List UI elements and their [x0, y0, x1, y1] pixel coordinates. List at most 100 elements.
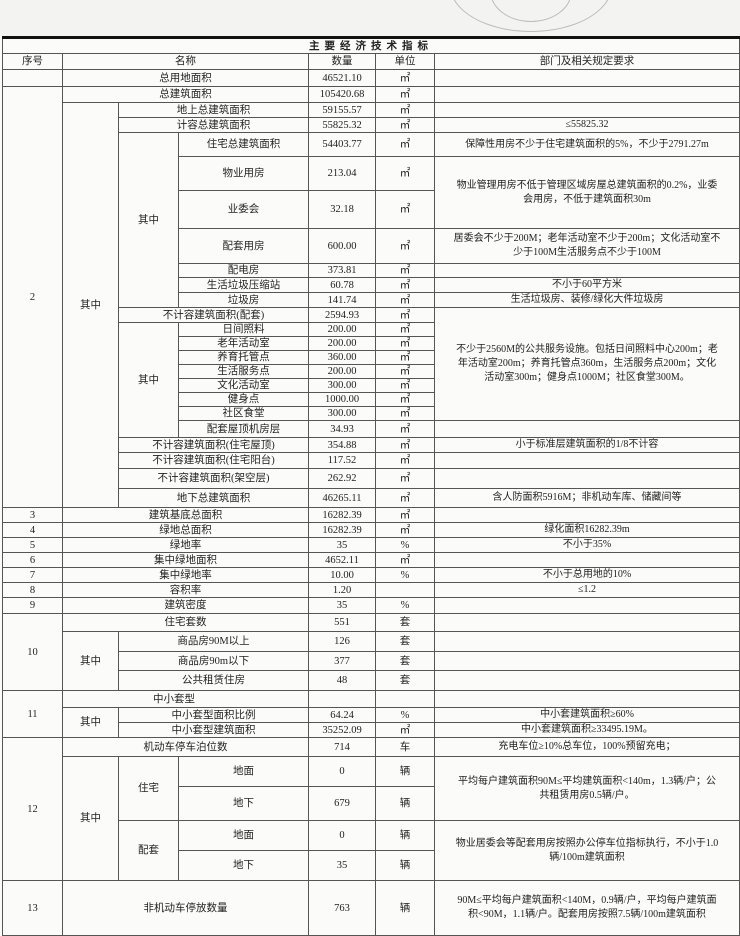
- name-cell: 文化活动室: [178, 378, 309, 393]
- header-qty: 数量: [308, 53, 376, 70]
- name-cell: 地下: [178, 786, 309, 821]
- name-cell: 建筑基底总面积: [62, 507, 309, 523]
- req-cell: [434, 552, 740, 568]
- name-cell: 公共租赁住房: [118, 670, 309, 691]
- seq-cell: 6: [2, 552, 63, 568]
- header-req: 部门及相关规定要求: [434, 53, 740, 70]
- name-cell: 集中绿地面积: [62, 552, 309, 568]
- name-cell: 住宅套数: [62, 613, 309, 632]
- seq-cell: 2: [2, 86, 63, 508]
- qty-cell: 46265.11: [308, 488, 376, 508]
- name-cell: 垃圾房: [178, 292, 309, 308]
- qty-cell: 35252.09: [308, 722, 376, 738]
- qty-cell: 0: [308, 820, 376, 851]
- name-cell: 养育托管点: [178, 350, 309, 365]
- unit-cell: ㎡: [375, 117, 435, 133]
- name-cell: 商品房90m以下: [118, 651, 309, 671]
- name-cell: 绿地总面积: [62, 522, 309, 538]
- group-label: 其中: [118, 132, 179, 308]
- table-row: 7 集中绿地率 10.00 % 不小于总用地的10%: [2, 567, 740, 583]
- table-row: 不计容建筑面积(住宅阳台) 117.52 ㎡: [3, 452, 740, 469]
- qty-cell: 200.00: [308, 322, 376, 337]
- name-cell: 生活服务点: [178, 364, 309, 379]
- table-row: 10 住宅套数 551 套: [2, 613, 740, 691]
- unit-cell: ㎡: [375, 437, 435, 453]
- req-cell: 不小于60平方米: [434, 277, 740, 293]
- req-cell: 含人防面积5916M；非机动车库、储藏间等: [434, 488, 740, 508]
- unit-cell: ㎡: [375, 228, 435, 264]
- table-row: 配套 地面 0 辆 物业居委会等配套用房按照办公停车位指标执行，不小于1.0辆/…: [3, 820, 740, 881]
- name-cell: 地下: [178, 850, 309, 881]
- req-cell: 保障性用房不少于住宅建筑面积的5%，不少于2791.27m: [434, 132, 740, 157]
- req-cell: 90M≤平均每户建筑面积<140M，0.9辆/户，平均每户建筑面积<90M，1.…: [434, 880, 740, 936]
- qty-cell: 35: [308, 850, 376, 881]
- unit-cell: ㎡: [375, 263, 435, 278]
- name-cell: 绿地率: [62, 537, 309, 553]
- req-cell: 居委会不少于200M；老年活动室不少于200m；文化活动室不少于100M生活服务…: [434, 228, 740, 264]
- unit-cell: ㎡: [375, 468, 435, 489]
- table-row: 总用地面积 46521.10 ㎡: [2, 69, 740, 87]
- name-cell: 不计容建筑面积(住宅阳台): [118, 452, 309, 469]
- group-label: 其中: [62, 631, 119, 691]
- name-cell: 中小套型面积比例: [118, 707, 309, 723]
- table-row: 老年活动室 200.00 ㎡: [3, 336, 740, 351]
- req-cell: 中小套建筑面积≥60%: [434, 707, 740, 723]
- qty-cell: 16282.39: [308, 507, 376, 523]
- unit-cell: ㎡: [375, 307, 435, 323]
- header-seq: 序号: [2, 53, 63, 70]
- table-row: 社区食堂 300.00 ㎡: [3, 406, 740, 421]
- qty-cell: 200.00: [308, 364, 376, 379]
- qty-cell: 377: [308, 651, 376, 671]
- name-cell: 商品房90M以上: [118, 631, 309, 652]
- name-cell: 机动车停车泊位数: [62, 737, 309, 757]
- unit-cell: ㎡: [375, 522, 435, 538]
- unit-cell: ㎡: [375, 507, 435, 523]
- unit-cell: ㎡: [375, 552, 435, 568]
- name-cell: 不计容建筑面积(配套): [118, 307, 309, 323]
- qty-cell: 10.00: [308, 567, 376, 583]
- name-cell: 计容总建筑面积: [118, 117, 309, 133]
- header-row: 序号 名称 数量 单位 部门及相关规定要求: [2, 53, 740, 70]
- qty-cell: 60.78: [308, 277, 376, 293]
- req-cell: 不小于总用地的10%: [434, 567, 740, 583]
- subgroup-facilities: 配套: [118, 820, 179, 881]
- name-cell: 非机动车停放数量: [62, 880, 309, 936]
- qty-cell: 4652.11: [308, 552, 376, 568]
- seq-cell: 13: [2, 880, 63, 936]
- table-row: 公共租赁住房 48 套: [3, 670, 740, 691]
- req-cell: [434, 86, 740, 103]
- table-row: 4 绿地总面积 16282.39 ㎡ 绿化面积16282.39m: [2, 522, 740, 538]
- table-row: 其中 中小套型面积比例 64.24 % 中小套建筑面积≥60%: [3, 707, 740, 738]
- unit-cell: ㎡: [375, 69, 435, 87]
- qty-cell: 105420.68: [308, 86, 376, 103]
- qty-cell: 551: [308, 613, 376, 632]
- req-cell: [434, 690, 740, 708]
- qty-cell: 200.00: [308, 336, 376, 351]
- group-label: 其中: [62, 707, 119, 738]
- qty-cell: 600.00: [308, 228, 376, 264]
- name-cell: 老年活动室: [178, 336, 309, 351]
- qty-cell: 141.74: [308, 292, 376, 308]
- name-cell: 地面: [178, 756, 309, 787]
- unit-cell: [375, 582, 435, 598]
- name-cell: 不计容建筑面积(架空层): [118, 468, 309, 489]
- qty-cell: 64.24: [308, 707, 376, 723]
- qty-cell: 35: [308, 537, 376, 553]
- req-cell: 不少于2560M的公共服务设施。包括日间照料中心200m；老年活动室200m；养…: [434, 307, 740, 421]
- header-name: 名称: [62, 53, 309, 70]
- group-label: 其中: [118, 322, 179, 438]
- unit-cell: [375, 690, 435, 708]
- name-cell: 地上总建筑面积: [118, 102, 309, 118]
- qty-cell: 1000.00: [308, 392, 376, 407]
- name-cell: 总用地面积: [62, 69, 309, 87]
- seq-cell: 10: [2, 613, 63, 691]
- name-cell: 集中绿地率: [62, 567, 309, 583]
- qty-cell: 55825.32: [308, 117, 376, 133]
- table-title: 主要经济技术指标: [2, 36, 740, 54]
- unit-cell: ㎡: [375, 364, 435, 379]
- table-row: 其中 日间照料 200.00 ㎡: [3, 322, 740, 438]
- table-row: 6 集中绿地面积 4652.11 ㎡: [2, 552, 740, 568]
- qty-cell: 48: [308, 670, 376, 691]
- qty-cell: 714: [308, 737, 376, 757]
- req-cell: [434, 597, 740, 614]
